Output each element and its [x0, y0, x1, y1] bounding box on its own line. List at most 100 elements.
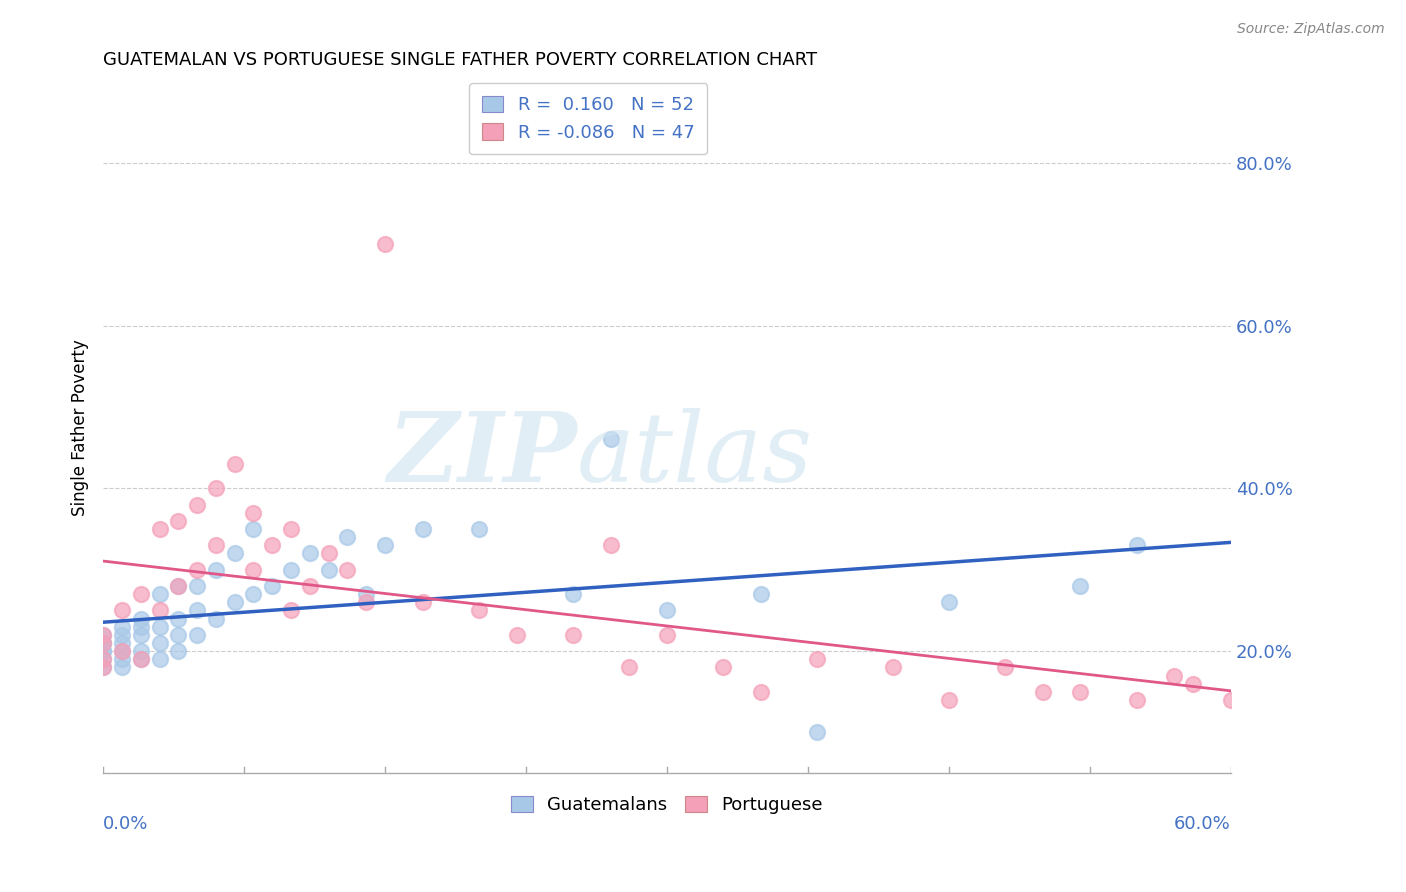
Point: [599, 538, 621, 552]
Point: [186, 498, 208, 512]
Point: [938, 693, 960, 707]
Text: Source: ZipAtlas.com: Source: ZipAtlas.com: [1237, 22, 1385, 37]
Point: [242, 506, 264, 520]
Point: [505, 628, 527, 642]
Point: [318, 546, 340, 560]
Point: [91, 636, 114, 650]
Point: [91, 652, 114, 666]
Point: [1069, 685, 1091, 699]
Y-axis label: Single Father Poverty: Single Father Poverty: [72, 339, 89, 516]
Point: [129, 652, 152, 666]
Point: [1163, 668, 1185, 682]
Point: [148, 652, 170, 666]
Point: [298, 546, 321, 560]
Point: [186, 628, 208, 642]
Point: [619, 660, 641, 674]
Point: [148, 587, 170, 601]
Text: GUATEMALAN VS PORTUGUESE SINGLE FATHER POVERTY CORRELATION CHART: GUATEMALAN VS PORTUGUESE SINGLE FATHER P…: [103, 51, 817, 69]
Point: [129, 587, 152, 601]
Point: [242, 522, 264, 536]
Point: [91, 652, 114, 666]
Point: [91, 644, 114, 658]
Point: [129, 620, 152, 634]
Point: [1257, 660, 1279, 674]
Point: [129, 611, 152, 625]
Point: [1069, 579, 1091, 593]
Point: [167, 579, 190, 593]
Point: [91, 636, 114, 650]
Point: [711, 660, 734, 674]
Point: [111, 603, 134, 617]
Point: [91, 636, 114, 650]
Point: [129, 628, 152, 642]
Point: [111, 644, 134, 658]
Point: [91, 628, 114, 642]
Point: [354, 587, 377, 601]
Point: [1219, 693, 1241, 707]
Point: [562, 628, 585, 642]
Point: [224, 457, 246, 471]
Point: [749, 685, 772, 699]
Point: [186, 603, 208, 617]
Point: [336, 563, 359, 577]
Point: [374, 237, 396, 252]
Point: [655, 603, 678, 617]
Point: [412, 595, 434, 609]
Point: [224, 546, 246, 560]
Text: ZIP: ZIP: [387, 408, 576, 502]
Point: [224, 595, 246, 609]
Point: [167, 514, 190, 528]
Text: 0.0%: 0.0%: [103, 814, 149, 833]
Point: [938, 595, 960, 609]
Point: [111, 620, 134, 634]
Point: [242, 563, 264, 577]
Point: [412, 522, 434, 536]
Point: [111, 644, 134, 658]
Point: [280, 603, 302, 617]
Point: [1182, 676, 1205, 690]
Point: [994, 660, 1017, 674]
Point: [806, 725, 828, 739]
Point: [205, 481, 228, 495]
Point: [468, 522, 491, 536]
Point: [280, 522, 302, 536]
Point: [111, 660, 134, 674]
Point: [111, 628, 134, 642]
Point: [599, 433, 621, 447]
Point: [111, 652, 134, 666]
Point: [111, 636, 134, 650]
Point: [129, 644, 152, 658]
Point: [354, 595, 377, 609]
Point: [91, 660, 114, 674]
Point: [91, 644, 114, 658]
Point: [148, 620, 170, 634]
Point: [129, 652, 152, 666]
Point: [655, 628, 678, 642]
Point: [280, 563, 302, 577]
Point: [242, 587, 264, 601]
Point: [91, 628, 114, 642]
Point: [1126, 693, 1149, 707]
Point: [205, 611, 228, 625]
Point: [318, 563, 340, 577]
Legend: Guatemalans, Portuguese: Guatemalans, Portuguese: [498, 783, 835, 826]
Point: [374, 538, 396, 552]
Point: [468, 603, 491, 617]
Point: [298, 579, 321, 593]
Point: [336, 530, 359, 544]
Point: [186, 563, 208, 577]
Point: [148, 636, 170, 650]
Point: [749, 587, 772, 601]
Point: [148, 603, 170, 617]
Point: [562, 587, 585, 601]
Point: [91, 660, 114, 674]
Point: [167, 628, 190, 642]
Point: [882, 660, 904, 674]
Text: atlas: atlas: [576, 408, 813, 502]
Text: 60.0%: 60.0%: [1174, 814, 1230, 833]
Point: [806, 652, 828, 666]
Point: [262, 579, 284, 593]
Point: [167, 611, 190, 625]
Point: [205, 563, 228, 577]
Point: [186, 579, 208, 593]
